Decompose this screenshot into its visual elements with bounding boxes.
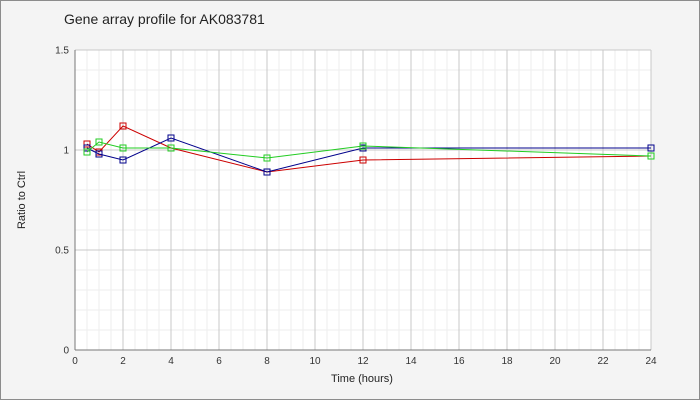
data-point-marker	[359, 142, 367, 150]
data-point-marker	[83, 140, 91, 148]
data-point-marker	[167, 144, 175, 152]
x-tick-label: 8	[264, 356, 270, 367]
axes	[74, 50, 651, 351]
chart-title: Gene array profile for AK083781	[64, 11, 265, 27]
data-point-marker	[359, 156, 367, 164]
data-point-marker	[119, 144, 127, 152]
data-point-marker	[119, 122, 127, 130]
data-point-marker	[167, 134, 175, 142]
x-tick-label: 16	[453, 356, 465, 367]
x-tick-label: 0	[72, 356, 78, 367]
x-tick-label: 24	[645, 356, 657, 367]
x-tick-label: 4	[168, 356, 174, 367]
data-point-marker	[95, 150, 103, 158]
x-tick-label: 14	[405, 356, 417, 367]
x-tick-label: 12	[357, 356, 369, 367]
y-tick-label: 1.5	[55, 46, 69, 57]
data-point-marker	[95, 138, 103, 146]
x-tick-label: 20	[549, 356, 561, 367]
x-tick-label: 6	[216, 356, 222, 367]
y-tick-label: 0.5	[55, 246, 69, 257]
x-tick-label: 18	[501, 356, 513, 367]
series-line	[86, 137, 651, 173]
series-line	[86, 141, 652, 159]
data-point-marker	[263, 168, 271, 176]
x-axis-label: Time (hours)	[331, 373, 393, 385]
y-tick-label: 1	[63, 146, 69, 157]
data-point-marker	[647, 152, 655, 160]
x-tick-label: 2	[120, 356, 126, 367]
series-2	[83, 134, 655, 176]
x-tick-label: 10	[309, 356, 321, 367]
data-point-marker	[647, 144, 655, 152]
data-point-marker	[83, 144, 91, 152]
y-tick-label: 0	[63, 346, 69, 357]
data-point-marker	[83, 148, 91, 156]
series-3	[83, 138, 655, 162]
data-point-marker	[119, 156, 127, 164]
series-group	[83, 122, 655, 176]
data-point-marker	[263, 154, 271, 162]
x-tick-label: 22	[597, 356, 609, 367]
